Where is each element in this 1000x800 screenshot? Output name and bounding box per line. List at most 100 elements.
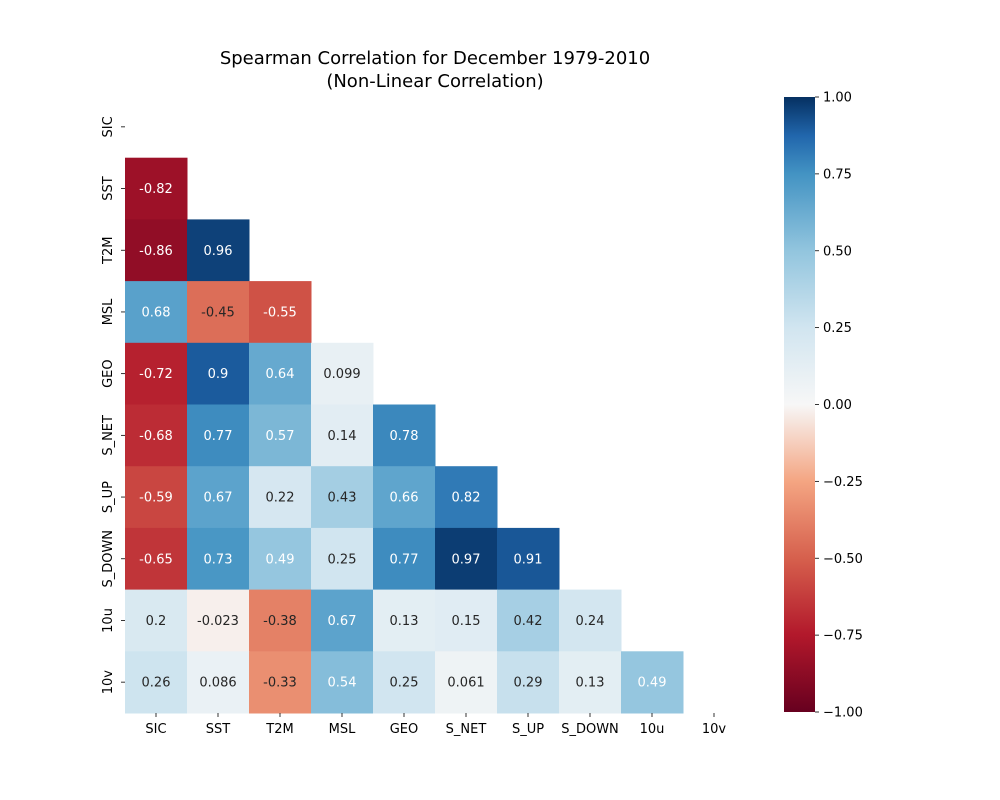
y-tick-label: 10u — [101, 608, 116, 633]
colorbar-tick-label: −0.50 — [823, 552, 863, 567]
heatmap-cell-label: 0.2 — [146, 614, 167, 629]
heatmap-cell-label: 0.22 — [266, 491, 295, 506]
heatmap-cell-rect — [249, 527, 312, 591]
heatmap-cell-rect — [125, 281, 188, 344]
x-tick-label: MSL — [329, 722, 356, 737]
colorbar: 1.00 0.75 0.50 0.25 0.00 −0.25 −0.50 −0.75 −1.00 — [784, 91, 863, 721]
heatmap-cell: 0.68 — [125, 281, 188, 344]
heatmap-cell: 0.97 — [435, 527, 498, 591]
heatmap-cell: 0.061 — [435, 651, 498, 714]
heatmap-cell-rect — [497, 527, 560, 591]
heatmap-cell: 0.43 — [311, 466, 374, 529]
heatmap-cell-label: 0.43 — [328, 491, 357, 506]
y-tick-label: MSL — [101, 298, 116, 325]
heatmap-cell-rect — [311, 651, 374, 714]
heatmap-cell: 0.66 — [373, 466, 436, 529]
heatmap-cell-rect — [373, 404, 436, 467]
heatmap-cell: 0.22 — [249, 466, 312, 529]
heatmap-cell-rect — [249, 651, 312, 714]
heatmap-cell: 0.14 — [311, 404, 374, 467]
heatmap-cell-rect — [497, 651, 560, 714]
heatmap-cell: -0.68 — [125, 404, 188, 467]
heatmap-cell-label: 0.67 — [328, 614, 357, 629]
heatmap-cell-rect — [559, 589, 622, 652]
y-tick-label: SIC — [101, 116, 116, 137]
heatmap-cell: -0.55 — [249, 281, 312, 344]
x-tick-label: S_UP — [512, 722, 544, 737]
heatmap-cell: 0.24 — [559, 589, 622, 652]
heatmap-cell-label: 0.24 — [576, 614, 605, 629]
y-tick-label: S_NET — [101, 415, 116, 456]
heatmap-cell: -0.59 — [125, 466, 188, 529]
colorbar-gradient — [784, 97, 815, 712]
heatmap-cell-rect — [187, 651, 250, 714]
heatmap-cell-label: 0.77 — [390, 552, 419, 567]
heatmap-cell-rect — [311, 527, 374, 591]
heatmap-cell: 0.13 — [373, 589, 436, 652]
heatmap-cell-rect — [373, 527, 436, 591]
x-tick-label: GEO — [390, 722, 419, 737]
heatmap-cell-rect — [435, 466, 498, 529]
x-tick-label: T2M — [265, 722, 293, 737]
heatmap-cell-rect — [187, 281, 250, 344]
heatmap-cells: -0.82 -0.86 0.96 0.68 -0.45 -0.55 -0.72 0.9 0.64… — [125, 157, 684, 714]
x-tick-label: S_NET — [446, 722, 487, 737]
heatmap-cell-label: -0.45 — [201, 305, 235, 320]
heatmap-cell-rect — [435, 589, 498, 652]
heatmap-cell: 0.57 — [249, 404, 312, 467]
heatmap-cell: 0.78 — [373, 404, 436, 467]
heatmap-cell: 0.26 — [125, 651, 188, 714]
x-tick-label: 10u — [640, 722, 665, 737]
heatmap-cell: 0.96 — [187, 219, 250, 282]
heatmap-cell-rect — [435, 527, 498, 591]
colorbar-tick-label: −0.75 — [823, 629, 863, 644]
heatmap-cell-rect — [249, 281, 312, 344]
heatmap-cell-rect — [125, 342, 188, 405]
heatmap-cell-rect — [187, 527, 250, 591]
heatmap-cell-label: -0.68 — [139, 429, 173, 444]
heatmap-cell: 0.67 — [311, 589, 374, 652]
colorbar-tick-label: −0.25 — [823, 475, 863, 490]
heatmap-cell-rect — [125, 219, 188, 282]
heatmap-cell-rect — [311, 589, 374, 652]
heatmap-cell-label: 0.64 — [266, 367, 295, 382]
heatmap-cell: 0.64 — [249, 342, 312, 405]
heatmap-cell: -0.86 — [125, 219, 188, 282]
x-tick-label: S_DOWN — [561, 722, 619, 737]
heatmap-cell: 0.9 — [187, 342, 250, 405]
heatmap-cell-rect — [125, 589, 188, 652]
heatmap-cell-label: 0.73 — [204, 552, 233, 567]
heatmap-cell-label: -0.82 — [139, 182, 173, 197]
heatmap-cell: 0.086 — [187, 651, 250, 714]
heatmap-cell: 0.54 — [311, 651, 374, 714]
colorbar-tick-label: −1.00 — [823, 706, 863, 721]
heatmap-cell-rect — [125, 404, 188, 467]
heatmap-cell-label: 0.66 — [390, 491, 419, 506]
heatmap-cell: -0.72 — [125, 342, 188, 405]
heatmap-cell-label: 0.91 — [514, 552, 543, 567]
colorbar-tick-label: 0.50 — [823, 244, 852, 259]
heatmap-cell-label: 0.68 — [142, 305, 171, 320]
heatmap-cell: 0.29 — [497, 651, 560, 714]
x-axis-ticks: SIC SST T2M MSL GEO S_NET S_UP S_DOWN 10u 10v — [145, 713, 726, 737]
heatmap-cell-label: 0.54 — [328, 676, 357, 691]
colorbar-tick-label: 0.00 — [823, 398, 852, 413]
heatmap-cell-rect — [187, 342, 250, 405]
heatmap-cell: 0.25 — [373, 651, 436, 714]
heatmap-cell-label: 0.13 — [390, 614, 419, 629]
heatmap-cell: 0.49 — [249, 527, 312, 591]
heatmap-cell-label: -0.38 — [263, 614, 297, 629]
y-axis-ticks: SIC SST T2M MSL GEO S_NET S_UP S_DOWN 10u 10v — [101, 116, 125, 694]
heatmap-cell-label: -0.33 — [263, 676, 297, 691]
x-tick-label: SST — [206, 722, 231, 737]
x-tick-label: SIC — [145, 722, 166, 737]
y-tick-label: SST — [101, 176, 116, 201]
heatmap-cell-label: 0.42 — [514, 614, 543, 629]
heatmap-cell-label: 0.77 — [204, 429, 233, 444]
heatmap-cell: -0.38 — [249, 589, 312, 652]
heatmap-cell: 0.77 — [187, 404, 250, 467]
heatmap-cell: 0.49 — [621, 651, 684, 714]
heatmap-cell-label: 0.9 — [208, 367, 229, 382]
heatmap-cell-rect — [187, 466, 250, 529]
